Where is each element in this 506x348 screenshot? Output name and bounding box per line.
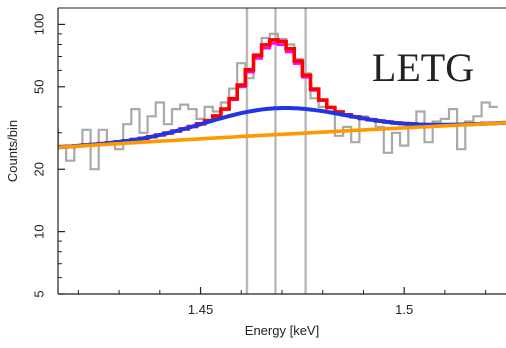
letg-annotation: LETG (372, 45, 474, 90)
vertical-markers (245, 8, 307, 294)
y-tick-label: 10 (31, 224, 46, 238)
x-tick-label: 1.45 (188, 302, 213, 317)
y-tick-label: 50 (31, 80, 46, 94)
y-tick-label: 5 (31, 290, 46, 297)
y-tick-label: 100 (31, 14, 46, 36)
ticks: 1.45 1.5 5 10 20 50 100 (31, 14, 487, 317)
y-axis-label: Counts/bin (5, 120, 20, 182)
x-axis-label: Energy [keV] (245, 323, 319, 338)
plot-area (58, 8, 506, 294)
series-layer (58, 32, 506, 171)
series-data-line (58, 32, 498, 171)
x-tick-label: 1.5 (395, 302, 413, 317)
series-continuum-line (58, 121, 506, 150)
y-tick-label: 20 (31, 162, 46, 176)
